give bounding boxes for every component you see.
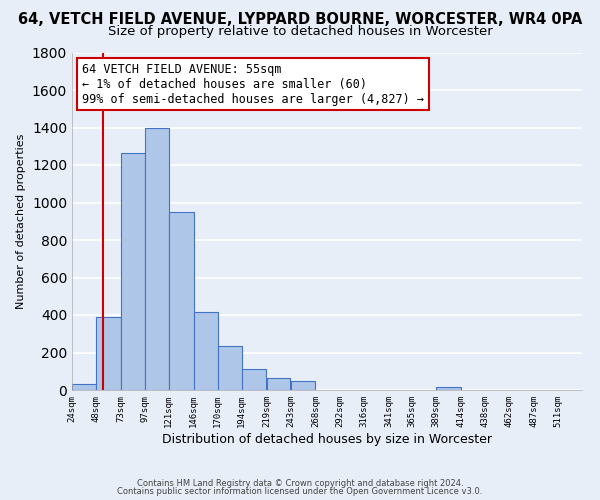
Text: Size of property relative to detached houses in Worcester: Size of property relative to detached ho… (107, 25, 493, 38)
Y-axis label: Number of detached properties: Number of detached properties (16, 134, 26, 309)
Bar (121, 153, 145, 390)
Bar (267, 378, 290, 390)
Bar (72, 384, 96, 390)
Bar (169, 212, 194, 390)
Bar (242, 370, 266, 390)
Bar (218, 346, 242, 390)
Text: Contains HM Land Registry data © Crown copyright and database right 2024.: Contains HM Land Registry data © Crown c… (137, 478, 463, 488)
Text: Contains public sector information licensed under the Open Government Licence v3: Contains public sector information licen… (118, 487, 482, 496)
Bar (436, 387, 461, 390)
Bar (96, 317, 121, 390)
Text: 64 VETCH FIELD AVENUE: 55sqm
← 1% of detached houses are smaller (60)
99% of sem: 64 VETCH FIELD AVENUE: 55sqm ← 1% of det… (82, 62, 424, 106)
Text: 64, VETCH FIELD AVENUE, LYPPARD BOURNE, WORCESTER, WR4 0PA: 64, VETCH FIELD AVENUE, LYPPARD BOURNE, … (18, 12, 582, 28)
Bar (194, 312, 218, 390)
X-axis label: Distribution of detached houses by size in Worcester: Distribution of detached houses by size … (162, 432, 492, 446)
Bar (145, 128, 169, 390)
Bar (291, 380, 316, 390)
